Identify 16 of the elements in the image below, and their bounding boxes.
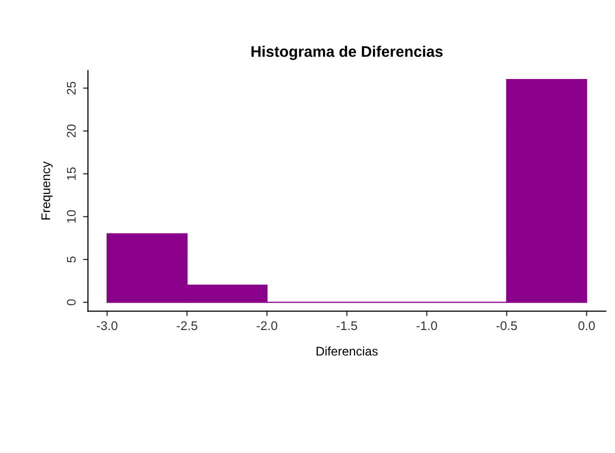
- y-tick-label: 15: [67, 167, 76, 180]
- y-tick-label: 10: [66, 210, 76, 223]
- x-tick-label: -3.0: [96, 321, 118, 330]
- x-tick-label: -0.5: [496, 321, 517, 330]
- y-tick-label: 25: [66, 82, 76, 94]
- y-tick-label: 0: [66, 299, 76, 306]
- x-tick-label: -2.5: [176, 321, 198, 330]
- y-tick-label: 5: [67, 256, 76, 262]
- y-axis-title: Frequency: [41, 161, 53, 220]
- chart-title: Histograma de Diferencias: [252, 46, 443, 60]
- y-tick-label: 20: [66, 124, 76, 138]
- x-axis-title: Diferencias: [316, 346, 378, 356]
- x-tick-label: -2.0: [256, 321, 278, 330]
- x-tick-label: 0.0: [578, 321, 595, 330]
- x-tick-label: -1.0: [416, 321, 438, 330]
- x-tick-label: -1.5: [336, 321, 358, 330]
